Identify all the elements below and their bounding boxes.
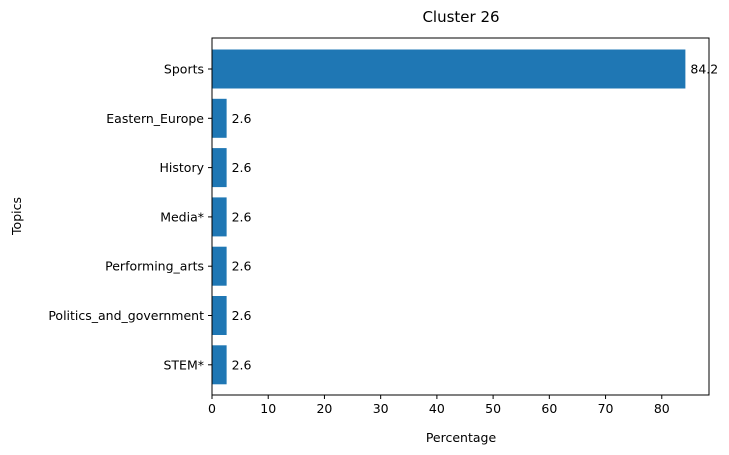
y-axis: Sports Eastern_Europe History Media* Perform… [48, 62, 212, 372]
x-tick-label: 80 [654, 401, 670, 416]
x-tick-label: 40 [429, 401, 445, 416]
bar-history [212, 148, 227, 188]
bar-eastern-europe [212, 98, 227, 138]
value-label: 2.6 [232, 357, 252, 372]
y-axis-label: Topics [9, 197, 24, 236]
value-label: 2.6 [232, 308, 252, 323]
chart-title: Cluster 26 [422, 8, 499, 26]
bar-sports [212, 49, 686, 89]
plot-frame [211, 37, 710, 396]
y-tick-label: Eastern_Europe [106, 111, 204, 126]
y-tick-label: STEM* [163, 357, 204, 372]
x-axis-label: Percentage [426, 430, 497, 445]
value-label: 2.6 [232, 259, 252, 274]
bars-layer [212, 49, 686, 385]
y-tick-label: Performing_arts [105, 259, 204, 274]
x-axis: 0 10 20 30 40 50 60 70 80 [208, 395, 670, 416]
x-tick-label: 60 [541, 401, 557, 416]
x-tick-label: 30 [373, 401, 389, 416]
x-tick-label: 70 [598, 401, 614, 416]
bar-stem [212, 345, 227, 385]
bar-performing-arts [212, 246, 227, 286]
x-tick-label: 10 [260, 401, 276, 416]
value-label: 2.6 [232, 111, 252, 126]
bar-politics-and-government [212, 296, 227, 335]
value-label: 2.6 [232, 160, 252, 175]
x-tick-label: 0 [208, 401, 216, 416]
bar-media [212, 197, 227, 237]
value-label: 2.6 [232, 209, 252, 224]
x-tick-label: 20 [316, 401, 332, 416]
y-tick-label: History [160, 160, 205, 175]
y-tick-label: Politics_and_government [48, 308, 204, 323]
value-labels-layer: 84.2 2.6 2.6 2.6 2.6 2.6 2.6 [232, 62, 719, 373]
y-tick-label: Sports [164, 62, 204, 77]
y-tick-label: Media* [160, 209, 204, 224]
x-tick-label: 50 [485, 401, 501, 416]
value-label: 84.2 [690, 62, 718, 77]
